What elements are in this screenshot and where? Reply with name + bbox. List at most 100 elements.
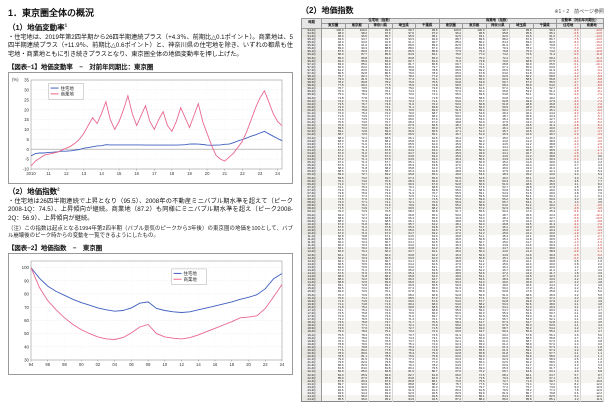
index-cell: 99.5 xyxy=(415,28,440,32)
index-cell: 77.5 xyxy=(321,84,346,88)
index-cell: 68.0 xyxy=(321,275,346,279)
row-label: 11-4Q xyxy=(301,244,322,248)
index-cell: 74.7 xyxy=(345,182,369,186)
index-cell: 95.1 xyxy=(533,31,557,35)
index-cell: 62.3 xyxy=(486,358,510,362)
index-cell: 42.0 xyxy=(509,133,534,137)
row-label: 99-4Q xyxy=(301,96,322,100)
index-cell: 75.3 xyxy=(509,50,534,54)
index-cell: 55.8 xyxy=(486,90,510,94)
index-cell: 76.0 xyxy=(321,336,346,340)
index-cell: 85.0 xyxy=(439,41,463,45)
index-cell: 85.0 xyxy=(345,62,369,66)
table-row: 19-4Q 76.8 79.6 76.9 75.1 74.0 62.3 65.3 61.2 58.… xyxy=(301,342,604,346)
index-cell: 51.0 xyxy=(509,96,534,100)
index-cell: 85.0 xyxy=(321,56,346,60)
index-cell: 58.0 xyxy=(533,355,557,359)
index-cell: 85.9 xyxy=(345,59,369,63)
index-cell: 79.0 xyxy=(321,358,346,362)
index-cell: 63.6 xyxy=(415,161,440,165)
index-cell: 47.9 xyxy=(439,167,463,171)
index-cell: 79.5 xyxy=(321,361,346,365)
index-cell: 67.9 xyxy=(392,124,416,128)
row-label: 01-3Q xyxy=(301,118,322,122)
table-row: 21-2Q 79.5 82.0 79.5 78.0 77.0 63.5 66.4 62.5 60.… xyxy=(301,361,604,365)
index-cell: 78.8 xyxy=(415,68,440,72)
row-label: 23-3Q xyxy=(301,388,322,393)
index-cell: 79.5 xyxy=(415,367,440,371)
index-cell: 55.7 xyxy=(486,201,510,205)
table-row: 06-2Q 69.5 73.2 69.7 67.4 65.9 50.5 54.5 49.2 46.… xyxy=(301,176,604,180)
index-cell: 71.5 xyxy=(321,207,346,211)
index-cell: 2.3 xyxy=(556,330,581,334)
index-cell: 82.5 xyxy=(439,44,463,48)
index-cell: 63.5 xyxy=(439,361,463,365)
index-cell: 66.9 xyxy=(392,130,416,134)
index-cell: 80.0 xyxy=(439,47,463,51)
table-row: 18-1Q 73.6 76.8 73.7 71.7 70.5 58.4 61.7 57.3 54.… xyxy=(301,321,604,325)
index-cell: 45.2 xyxy=(486,161,510,165)
index-cell: 65.1 xyxy=(462,339,487,343)
land-price-index-table: 時期 住宅地（指数） 商業地（指数） 変動率（対前年同期比） 東京圏 東京都 神奈川県 埼玉県… xyxy=(301,18,604,403)
index-cell: 93.9 xyxy=(392,395,416,399)
index-cell: 93.0 xyxy=(345,41,369,45)
index-cell: 71.5 xyxy=(439,59,463,63)
index-cell: 70.9 xyxy=(392,204,416,208)
index-cell: 86.8 xyxy=(345,56,369,60)
index-cell: 49.6 xyxy=(439,173,463,177)
index-cell: 74.6 xyxy=(533,385,557,389)
index-cell: 8.9 xyxy=(580,188,604,192)
index-cell: 67.4 xyxy=(392,287,416,291)
index-cell: 82.1 xyxy=(345,74,369,79)
index-cell: 40.6 xyxy=(533,127,557,131)
index-cell: 66.1 xyxy=(321,253,346,257)
index-cell: 48.7 xyxy=(486,213,510,217)
table-row: 23-1Q 89.7 90.9 89.5 88.8 88.2 75.7 77.6 74.9 73.… xyxy=(301,382,604,386)
index-cell: 85.8 xyxy=(415,50,440,54)
index-cell: 81.8 xyxy=(462,388,487,393)
y-tick-label: 40 xyxy=(24,345,29,350)
row-label: 06-2Q xyxy=(301,176,322,180)
row-label: 15-1Q xyxy=(301,284,322,288)
index-cell: 51.5 xyxy=(439,108,463,112)
y-tick-label: 20 xyxy=(24,107,29,112)
index-cell: -2.6 xyxy=(556,133,581,137)
index-cell: 87.3 xyxy=(368,50,393,54)
index-cell: 99.4 xyxy=(533,28,557,32)
index-cell: 56.8 xyxy=(533,336,557,340)
index-cell: 68.2 xyxy=(415,207,440,211)
index-cell: 4.8 xyxy=(556,191,581,196)
index-cell: 82.0 xyxy=(321,65,346,69)
index-cell: 48.8 xyxy=(439,170,463,174)
index-cell: 67.4 xyxy=(392,127,416,131)
index-cell: 71.7 xyxy=(392,321,416,325)
index-cell: 41.3 xyxy=(533,222,557,226)
index-cell: 43.0 xyxy=(533,278,557,282)
index-cell: 81.7 xyxy=(392,62,416,66)
table-row: 97-1Q 83.0 85.0 82.9 81.7 80.8 69.7 72.1 68.8 66.… xyxy=(301,62,604,66)
index-cell: 81.9 xyxy=(415,59,440,63)
index-cell: 39.7 xyxy=(533,133,557,137)
index-cell: 93.3 xyxy=(392,38,416,42)
table-col-header: 東京圏 xyxy=(321,22,346,29)
table-row: 02-2Q 69.5 73.2 69.7 67.4 65.9 47.5 51.7 46.1 42.… xyxy=(301,127,604,131)
row-label: 05-3Q xyxy=(301,167,322,171)
index-cell: 54.6 xyxy=(462,111,487,115)
index-cell: 65.4 xyxy=(462,345,487,349)
index-cell: 90.5 xyxy=(321,44,346,48)
index-cell: 48.8 xyxy=(509,102,534,106)
row-label: 09-4Q xyxy=(301,219,322,223)
index-cell: 47.0 xyxy=(439,262,463,266)
index-cell: 97.6 xyxy=(368,31,393,35)
index-cell: 68.2 xyxy=(368,167,393,171)
index-cell: -6.8 xyxy=(556,213,581,217)
index-cell: 3.8 xyxy=(580,339,604,343)
index-cell: 85.1 xyxy=(533,398,557,402)
index-cell: 74.8 xyxy=(321,96,346,100)
index-cell: 94.9 xyxy=(392,398,416,402)
index-cell: 3.0 xyxy=(556,176,581,180)
index-cell: 56.5 xyxy=(439,312,463,316)
index-cell: 70.2 xyxy=(345,253,369,257)
index-cell: 67.5 xyxy=(321,164,346,168)
row-label: 22-1Q xyxy=(301,370,322,374)
